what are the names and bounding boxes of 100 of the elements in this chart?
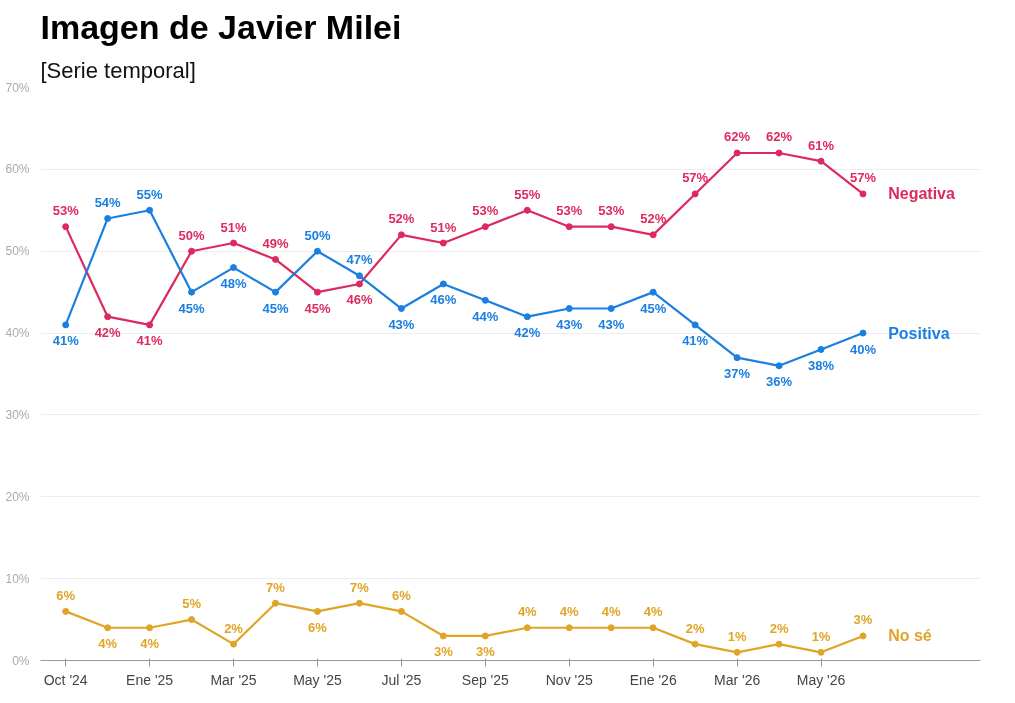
x-tick-label: Mar '26	[713, 671, 761, 688]
point	[607, 305, 615, 313]
point	[104, 624, 112, 632]
data-label: 52%	[388, 211, 415, 227]
data-label: 45%	[640, 300, 667, 316]
data-label: 46%	[430, 292, 457, 308]
point	[523, 624, 531, 632]
data-label: 4%	[559, 604, 580, 620]
x-tick-label: Sep '25	[461, 671, 510, 688]
point	[481, 296, 489, 304]
data-label: 4%	[140, 636, 160, 652]
point	[62, 223, 70, 231]
data-label: 7%	[350, 579, 370, 595]
data-label: 53%	[52, 203, 80, 219]
point	[859, 632, 867, 640]
data-label: 57%	[849, 170, 877, 186]
y-tick-label: 70%	[5, 80, 30, 95]
data-label: 37%	[724, 366, 751, 382]
data-label: 43%	[388, 317, 415, 333]
point	[523, 313, 531, 321]
y-tick-label: 30%	[5, 407, 30, 422]
data-label: 50%	[178, 227, 206, 243]
data-label: 4%	[601, 604, 622, 620]
data-label: 61%	[808, 137, 835, 153]
data-label: 52%	[640, 211, 667, 227]
point	[355, 280, 363, 288]
data-label: 1%	[727, 628, 747, 644]
chart-title: Imagen de Javier Milei	[40, 7, 402, 46]
data-label: 6%	[308, 619, 328, 635]
point	[565, 305, 573, 313]
data-label: 62%	[724, 129, 751, 145]
point	[230, 640, 238, 648]
data-label: 49%	[262, 235, 289, 251]
point	[439, 239, 447, 247]
point	[649, 288, 657, 296]
point	[146, 624, 154, 632]
point	[733, 648, 741, 656]
y-tick-label: 50%	[5, 244, 30, 259]
x-tick-label: Mar '25	[210, 671, 257, 688]
data-label: 43%	[556, 317, 583, 333]
point	[146, 206, 154, 214]
point	[355, 599, 363, 607]
point	[775, 149, 783, 157]
data-label: 51%	[430, 219, 457, 235]
point	[188, 288, 196, 296]
y-tick-label: 20%	[5, 489, 30, 504]
point	[397, 305, 405, 313]
point	[313, 607, 321, 615]
chart-subtitle: [Serie temporal]	[40, 57, 196, 83]
data-label: 50%	[304, 227, 331, 243]
data-label: 45%	[178, 300, 206, 316]
point	[859, 329, 867, 337]
data-label: 36%	[766, 374, 793, 390]
point	[439, 280, 447, 288]
data-label: 45%	[262, 300, 289, 316]
data-label: 48%	[220, 276, 247, 292]
data-label: 44%	[472, 308, 499, 324]
x-tick-label: Nov '25	[545, 671, 593, 688]
data-label: 53%	[556, 203, 583, 219]
data-label: 41%	[682, 333, 709, 349]
data-label: 4%	[98, 636, 118, 652]
point	[775, 640, 783, 648]
point	[607, 223, 615, 231]
data-label: 53%	[598, 203, 625, 219]
point	[817, 345, 825, 353]
data-label: 3%	[853, 612, 873, 628]
point	[397, 607, 405, 615]
point	[62, 321, 70, 329]
x-tick-label: Jul '25	[381, 671, 422, 688]
data-label: 7%	[266, 579, 286, 595]
data-label: 57%	[682, 170, 709, 186]
point	[733, 354, 741, 362]
point	[272, 255, 279, 263]
data-label: 47%	[346, 252, 373, 268]
series-label: No sé	[888, 627, 932, 645]
data-label: 43%	[598, 317, 625, 333]
data-label: 40%	[849, 341, 877, 357]
point	[62, 607, 70, 615]
point	[313, 288, 321, 296]
x-tick-label: May '26	[796, 671, 846, 688]
point	[649, 231, 657, 239]
point	[565, 624, 573, 632]
point	[188, 247, 196, 255]
data-label: 4%	[643, 604, 664, 620]
data-label: 4%	[517, 604, 538, 620]
data-label: 42%	[514, 325, 541, 341]
point	[817, 157, 825, 165]
data-label: 2%	[224, 620, 244, 636]
data-label: 41%	[52, 333, 80, 349]
data-label: 54%	[94, 194, 122, 210]
data-label: 55%	[136, 186, 164, 202]
data-label: 2%	[685, 620, 705, 636]
point	[859, 190, 867, 198]
point	[188, 616, 196, 624]
point	[481, 632, 489, 640]
y-tick-label: 40%	[5, 326, 30, 341]
point	[775, 362, 783, 370]
point	[397, 231, 405, 239]
series-label: Positiva	[888, 324, 950, 342]
data-label: 2%	[769, 620, 789, 636]
